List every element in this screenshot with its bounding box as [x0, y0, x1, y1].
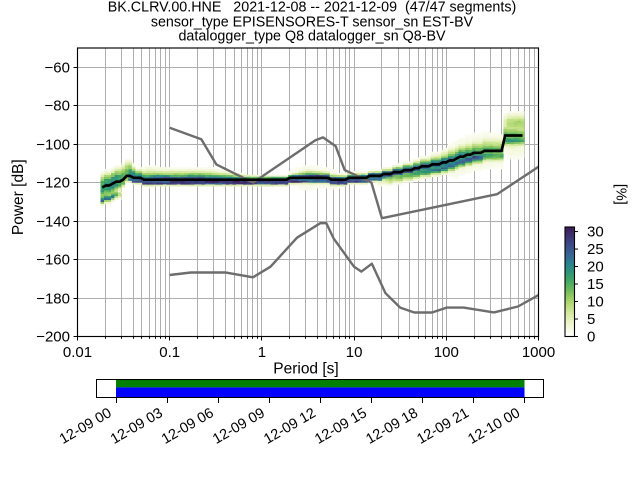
svg-text:BK.CLRV.00.HNE 2021-12-08 --: BK.CLRV.00.HNE 2021-12-08 -- 2021-12-09 … [108, 0, 517, 16]
svg-text:Power [dB]: Power [dB] [10, 159, 27, 235]
svg-text:−60: −60 [45, 60, 70, 77]
svg-text:10: 10 [346, 344, 363, 361]
svg-text:−80: −80 [45, 98, 70, 115]
svg-text:−140: −140 [36, 214, 70, 231]
svg-text:5: 5 [587, 311, 595, 328]
svg-text:25: 25 [587, 241, 604, 258]
svg-text:sensor_type EPISENSORES-T sens: sensor_type EPISENSORES-T sensor_sn EST-… [151, 14, 474, 30]
svg-text:−200: −200 [36, 329, 70, 346]
svg-text:1: 1 [258, 344, 266, 361]
svg-text:15: 15 [587, 276, 604, 293]
svg-text:10: 10 [587, 294, 604, 311]
svg-text:0.01: 0.01 [63, 344, 92, 361]
svg-text:−160: −160 [36, 252, 70, 269]
svg-text:100: 100 [434, 344, 459, 361]
svg-text:−120: −120 [36, 175, 70, 192]
svg-text:−100: −100 [36, 137, 70, 154]
svg-text:datalogger_type Q8 datalogger_: datalogger_type Q8 datalogger_sn Q8-BV [178, 29, 446, 45]
svg-text:0.1: 0.1 [159, 344, 180, 361]
svg-text:1000: 1000 [522, 344, 555, 361]
svg-text:Period [s]: Period [s] [273, 361, 338, 378]
svg-text:20: 20 [587, 259, 604, 276]
svg-text:−180: −180 [36, 291, 70, 308]
svg-text:30: 30 [587, 224, 604, 241]
svg-text:[%]: [%] [613, 184, 629, 205]
svg-text:0: 0 [587, 329, 595, 346]
